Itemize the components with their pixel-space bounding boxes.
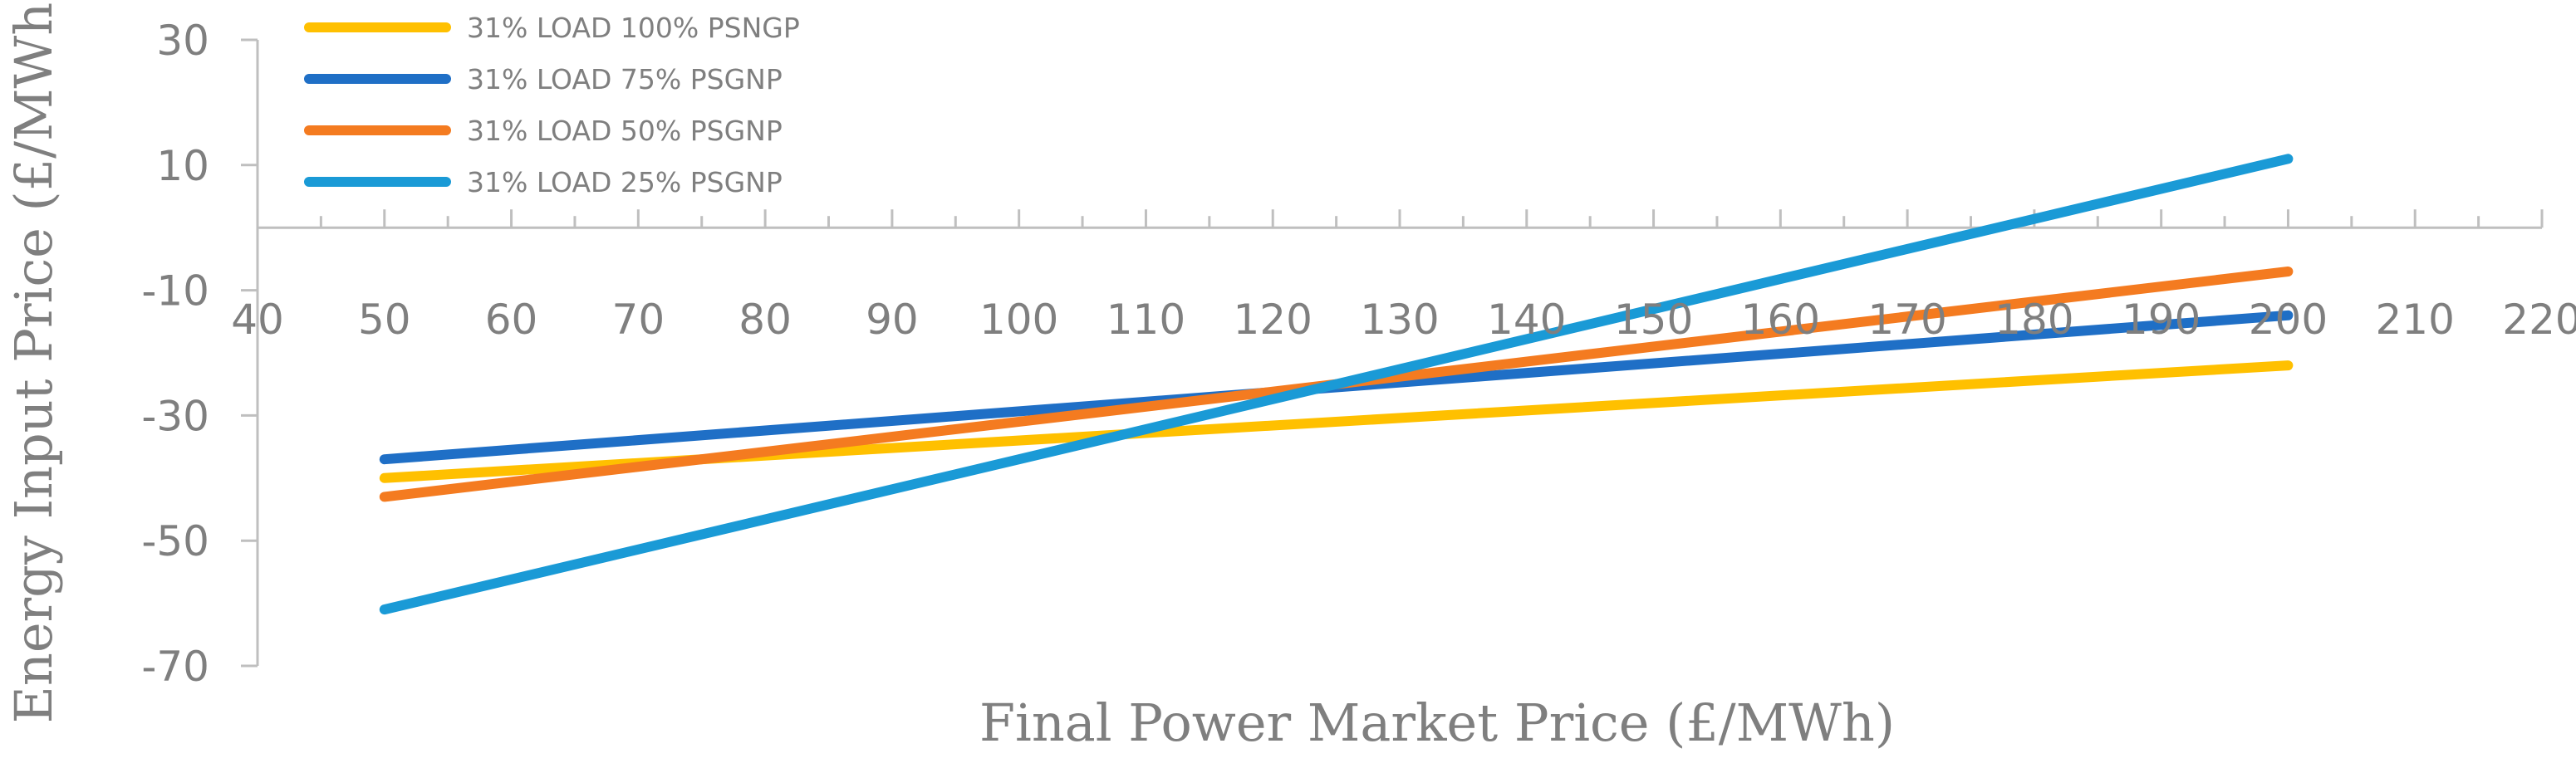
x-tick-label: 80 — [738, 296, 792, 344]
x-tick-label: 70 — [612, 296, 665, 344]
x-tick-label: 170 — [1867, 296, 1946, 344]
x-tick-label: 110 — [1106, 296, 1185, 344]
axes-layer — [241, 38, 2544, 668]
x-tick-label: 140 — [1487, 296, 1566, 344]
x-tick-label: 120 — [1234, 296, 1313, 344]
x-tick-label: 90 — [866, 296, 919, 344]
y-tick-label: -30 — [141, 392, 209, 440]
x-tick-label: 210 — [2376, 296, 2455, 344]
x-tick-label: 220 — [2502, 296, 2576, 344]
legend-label: 31% LOAD 100% PSNGP — [467, 12, 800, 44]
x-tick-label: 130 — [1360, 296, 1439, 344]
series-layer — [379, 154, 2294, 615]
y-axis-title: Energy Input Price (£/MWh) — [3, 0, 64, 723]
x-axis-title: Final Power Market Price (£/MWh) — [979, 692, 1895, 753]
x-tick-label: 190 — [2122, 296, 2201, 344]
y-tick-label: -50 — [141, 517, 209, 565]
x-tick-label: 160 — [1741, 296, 1820, 344]
x-tick-label: 200 — [2249, 296, 2328, 344]
x-tick-label: 60 — [485, 296, 538, 344]
x-tick-label: 180 — [1995, 296, 2073, 344]
x-tick-label: 40 — [231, 296, 284, 344]
y-tick-label: 30 — [156, 17, 209, 65]
x-tick-label: 50 — [358, 296, 411, 344]
y-tick-label: 10 — [156, 142, 209, 190]
legend-label: 31% LOAD 75% PSGNP — [467, 63, 783, 95]
legend-label: 31% LOAD 25% PSGNP — [467, 166, 783, 198]
legend: 31% LOAD 100% PSNGP 31% LOAD 75% PSGNP 31%… — [304, 12, 800, 198]
series-line — [379, 154, 2294, 615]
legend-label: 31% LOAD 50% PSGNP — [467, 115, 783, 147]
y-tick-label: -70 — [141, 643, 209, 691]
x-tick-label: 150 — [1614, 296, 1693, 344]
tick-labels: 30 10 -10 -30 -50 -70 40 50 60 70 80 90 100 110 120 130… — [141, 17, 2576, 691]
x-tick-label: 100 — [979, 296, 1058, 344]
y-tick-label: -10 — [141, 267, 209, 316]
